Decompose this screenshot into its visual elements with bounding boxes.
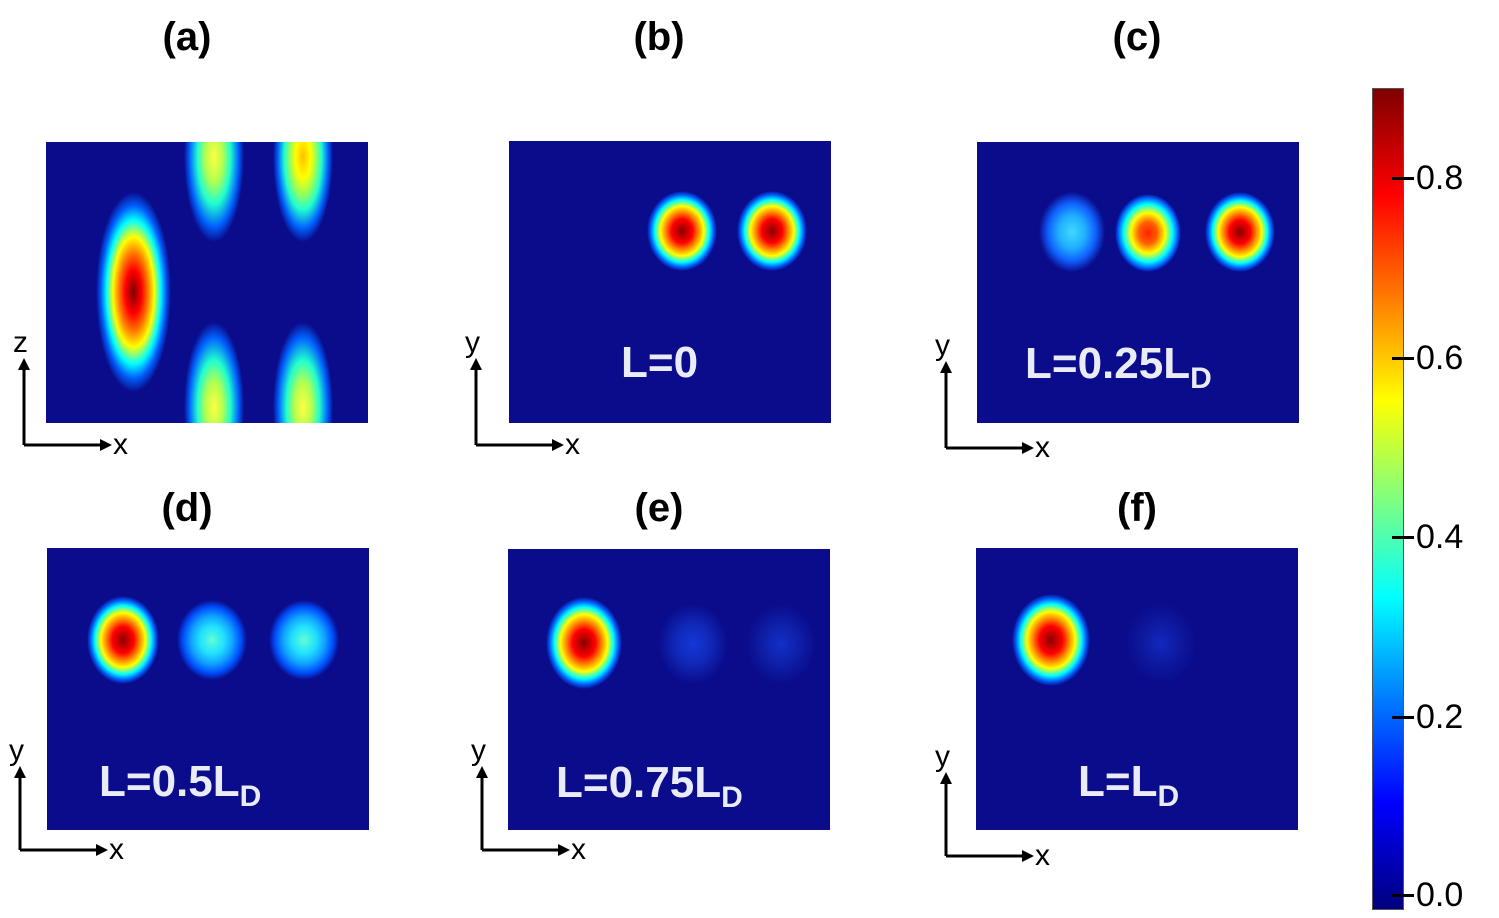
axis-label-x: x: [113, 428, 128, 461]
axes-indicator-e: y x: [471, 734, 586, 866]
axes-indicator-b: y x: [465, 326, 580, 461]
axis-label-x: x: [1035, 839, 1050, 872]
colorbar-tick: [1392, 894, 1414, 897]
field-spot-c1: [1039, 192, 1105, 272]
field-spot-a5: [273, 322, 333, 423]
length-label-e: L=0.75LD: [556, 758, 743, 814]
axis-label-y: y: [9, 734, 24, 767]
colorbar-tick-label: 0.8: [1416, 159, 1464, 197]
panel-b-label: (b): [633, 15, 685, 59]
axes-indicator-a: z x: [13, 326, 128, 461]
field-spot-d1: [87, 596, 159, 684]
field-spot-c2: [1115, 194, 1181, 272]
field-spot-f1: [1012, 594, 1090, 686]
field-spot-a1: [96, 192, 171, 392]
axis-label-x: x: [109, 833, 124, 866]
panel-e-label: (e): [634, 486, 684, 530]
panel-c-label: (c): [1112, 15, 1162, 59]
field-spot-b2: [647, 191, 717, 271]
field-plot-a: [46, 142, 368, 423]
axes-indicator-f: y x: [935, 740, 1050, 872]
length-label-d: L=0.5LD: [99, 757, 262, 813]
colorbar-tick-label: 0.4: [1416, 518, 1464, 556]
field-spot-e1: [546, 597, 622, 689]
colorbar-tick-label: 0.0: [1416, 876, 1464, 914]
length-label-b: L=0: [621, 338, 699, 387]
colorbar-tick: [1392, 177, 1414, 180]
field-spot-e2: [658, 604, 728, 684]
colorbar-tick-label: 0.6: [1416, 339, 1464, 377]
axis-label-x: x: [571, 833, 586, 866]
panel-d-label: (d): [161, 486, 213, 530]
field-plot-c: L=0.25LD: [977, 142, 1299, 423]
axis-label-x: x: [565, 428, 580, 461]
field-spot-d3: [269, 600, 339, 680]
axis-label-x: x: [1035, 431, 1050, 464]
colorbar-gradient: [1372, 88, 1404, 910]
axis-label-y: y: [935, 329, 950, 362]
colorbar-tick: [1392, 536, 1414, 539]
panel-f-label: (f): [1117, 486, 1157, 530]
field-spot-e3: [746, 604, 816, 684]
colorbar: 0.8 0.6 0.4 0.2 0.0: [1372, 88, 1499, 914]
field-plot-e: L=0.75LD: [508, 549, 830, 830]
length-label-c: L=0.25LD: [1025, 339, 1212, 395]
colorbar-tick: [1392, 716, 1414, 719]
colorbar-tick-label: 0.2: [1416, 698, 1464, 736]
axis-label-y: y: [465, 326, 480, 359]
field-spot-d2: [177, 600, 247, 680]
field-spot-a3: [273, 142, 333, 242]
field-spot-a2: [184, 142, 244, 242]
field-spot-c3: [1205, 192, 1275, 272]
field-spot-f2: [1126, 603, 1196, 683]
field-plot-d: L=0.5LD: [47, 548, 369, 830]
axis-label-y: z: [13, 326, 28, 359]
axis-label-y: y: [471, 734, 486, 767]
axes-indicator-d: y x: [9, 734, 124, 866]
field-spot-a4: [184, 322, 244, 423]
panel-a-label: (a): [162, 15, 212, 59]
field-plot-b: L=0: [509, 141, 831, 423]
colorbar-tick: [1392, 357, 1414, 360]
length-label-f: L=LD: [1078, 757, 1180, 813]
axes-indicator-c: y x: [935, 329, 1050, 464]
field-plot-f: L=LD: [976, 548, 1298, 830]
axis-label-y: y: [935, 740, 950, 773]
field-spot-b3: [737, 191, 807, 271]
